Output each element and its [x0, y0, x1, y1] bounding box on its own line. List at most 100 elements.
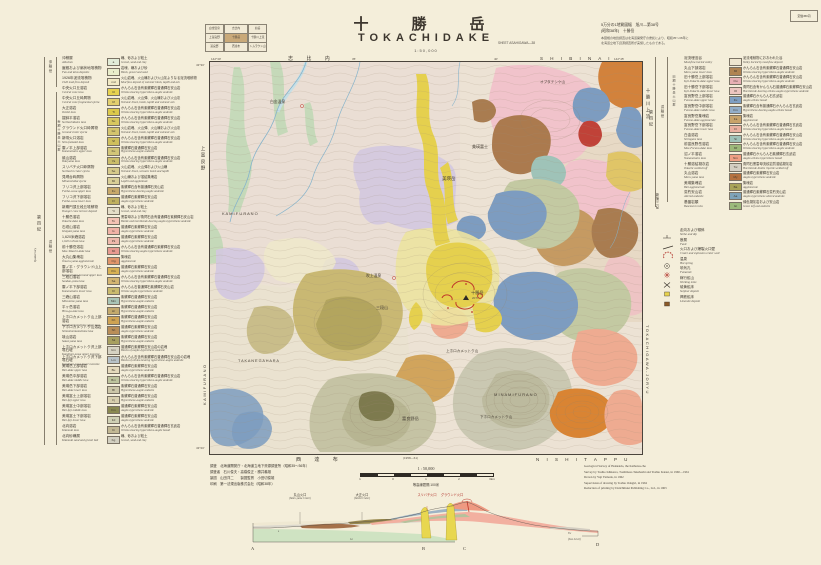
symbol-row: 褐鉄鉱床 Limonite deposit: [660, 295, 815, 306]
symbol-row: 硫黄鉱床 Sulphur deposit: [660, 285, 815, 297]
legend-color-chip: Mm: [107, 296, 120, 305]
legend-desc-jp: 紫蘇輝石普通輝石安山岩: [121, 394, 158, 399]
legend-unit-name: グラウンド火口砕屑物 Ground crater ejecta: [62, 126, 105, 135]
legend-color-chip: Fm: [729, 105, 742, 114]
right-group-older-volcano: 旧期十勝岳火山群: [672, 75, 676, 107]
legend-desc-jp: 普通輝石かんらん石玄武岩: [743, 94, 783, 99]
legend-desc-jp: 普通輝石紫蘇輝石安山岩: [121, 404, 158, 409]
legend-desc-jp: かんらん石含有紫蘇輝石普通輝石安山岩の岩塊: [121, 354, 191, 359]
legend-desc-en: Augite-hypersthene altered andesite: [743, 194, 785, 199]
edge-right-kanji-text: 十勝川上流: [646, 88, 651, 121]
legend-row: 焼山溶岩 Yakeyama lava Ya かんらん石含有紫蘇輝石普通輝石安山岩 Oli…: [62, 156, 200, 167]
legend-desc-jp: 普通輝石紫蘇輝石安山岩: [121, 264, 158, 269]
credits-en-line: Geological Survey of Hokkaido, the Kaiha…: [584, 464, 647, 468]
mine-icon: [662, 276, 672, 294]
legend-color-chip: Ba: [729, 182, 742, 191]
legend-desc-en: Olivine-bearing hypersthene-augite basal…: [121, 428, 171, 433]
legend-desc-en: Olivine augite-hypersthene andesite: [121, 288, 163, 293]
legend-desc-en: Augite-hypersthene andesite: [121, 408, 154, 413]
crater-label-jp: 大正火口: [355, 493, 369, 497]
credits-en-line: Survey by Toshio Ishikawa, Toshimasa Tak…: [584, 469, 690, 474]
legend-unit-name-en: Furiko-sawa upper lava: [62, 189, 91, 194]
coord-top-mid1: 35′: [352, 57, 356, 61]
legend-color-chip: Bl: [107, 386, 120, 395]
place-label: オプタテシケ山: [540, 80, 566, 84]
legend-unit-name: 雲ノ平・グラウンド山上部溶岩 Kumonotaira-Ground upper l…: [62, 264, 105, 278]
legend-unit-name-jp: 十勝溶結凝灰岩: [684, 161, 710, 166]
legend-desc-jp: かんらん石含有紫蘇輝石普通輝石玄武岩: [121, 424, 181, 429]
legend-desc-en: Valley buried by mud-flow deposit: [743, 59, 783, 64]
legend-unit-description: かんらん石含有紫蘇輝石普通輝石安山岩 Olivine-bearing hypers…: [743, 66, 821, 75]
edge-top-roman-text: S H I B I N A I: [540, 55, 613, 61]
left-group-younger-volcano: 新期十勝岳火山群: [57, 120, 61, 152]
legend-desc-en: Augite-hypersthene andesite: [121, 328, 154, 333]
legend-unit-name-en: Suribachidaira lava: [62, 119, 87, 124]
legend-unit-name: 北向砂礫層 Kitamuki sand and gravel bed: [62, 434, 105, 443]
symbol-labels: 硫黄鉱床 Sulphur deposit: [680, 285, 699, 293]
legend-desc-jp: 黒雲母および角閃石含有普通輝石紫蘇輝石安山岩: [121, 215, 194, 220]
legend-unit-name-jp: 美瑛富士上部溶岩: [62, 394, 91, 399]
legend-unit-name-jp: 前十勝岳溶岩: [62, 245, 84, 250]
notes-right-line2: (昭和38年) 十勝岳: [601, 29, 634, 34]
left-group-diluvium: 洪積世: [48, 240, 53, 253]
symbol-label-en: Sulphur deposit: [680, 289, 699, 293]
legend-unit-name-jp: 雲ノ平・グラウンド山上部溶岩: [62, 264, 102, 273]
edge-right-roman-text: TOKACHIGAWA-JORYU: [645, 325, 650, 395]
legend-desc-jp: かんらん石含有紫蘇輝石普通輝石安山岩: [121, 85, 181, 90]
legend-unit-name-jp: 丸山下部溶岩: [684, 65, 706, 70]
legend-color-chip: To: [107, 216, 120, 226]
legend-color-chip: Hr: [107, 306, 120, 315]
legend-desc-jp: 紫蘇輝石普通輝石安山岩: [121, 384, 158, 389]
left-group-quaternary-jp: 第四紀: [37, 215, 42, 233]
legend-unit-name-jp: 平ヶ岳溶岩: [62, 304, 80, 309]
legend-unit-name-jp: 中央火口丘溶岩: [62, 85, 88, 90]
legend-desc-jp: 泥流堆積物におおわれた谷: [743, 56, 783, 60]
geologic-map-svg: [210, 62, 642, 454]
legend-unit-description: 黒雲母および角閃石含有普通輝石紫蘇輝石安山岩 Biotite and hornbl…: [121, 215, 199, 224]
legend-row: 変朽安山岩 Altered andesite Aa 普通輝石紫蘇輝石変朽安山岩 Augi…: [684, 190, 818, 201]
legend-unit-name: 前十勝岳溶岩 Mae-Tokachi-dake lava: [62, 245, 105, 254]
left-era-bracket: [44, 57, 45, 445]
adjacent-sheet-index: 白金温泉 志比内 旭岳 上富良野 十勝岳 十勝川上流 富良野 西達布 トムラウシ山: [205, 24, 267, 52]
legend-desc-en: Volcanic block, bomb, lapilli and volcan…: [121, 129, 175, 134]
coord-lat-top: 43°30′: [196, 63, 204, 67]
legend-desc-en: Augite-hypersthene andesite: [121, 368, 154, 373]
left-group-quaternary-en-text: Quaternary: [33, 248, 37, 262]
section-crater-labels: 丸山火口 (Maru-yama Crater) 大正火口 (Taishô Crater…: [250, 492, 600, 512]
title-scale-note: 1:50,000: [290, 48, 562, 53]
scale-tick-labels: 1 0 1 2 3km: [359, 477, 500, 481]
section-leaders: [299, 512, 363, 524]
legend-unit-name-en: Shin-funkakô lava: [62, 139, 84, 144]
crater-label-en: (Taishô Crater): [353, 497, 371, 500]
legend-row: 中央火口丘砕屑物 Central cone fragmental ejecta Cf…: [62, 96, 200, 107]
index-cell: トムラウシ山: [248, 42, 267, 52]
endpoint-b-text: B: [422, 546, 426, 551]
legend-unit-name-jp: 北向溶岩: [62, 424, 77, 429]
legend-unit-name-en: Basement rocks: [684, 203, 703, 208]
legend-unit-name-jp: 上ホロカメットク沢上部堆石堤: [62, 344, 102, 353]
legend-unit-name-en: Suribachi crater ejecta: [62, 169, 90, 174]
legend-row: 1,620米峰溶岩 1,620 m Peak lava Pk 普通輝石紫蘇輝石安山岩 A…: [62, 235, 200, 246]
right-group-pleistocene: 洪積世: [660, 105, 665, 118]
credits-en: Geological Survey of Hokkaido, the Kaiha…: [584, 464, 804, 492]
legend-unit-name-jp: 北向砂礫層: [62, 434, 80, 439]
left-group-alluvium-jp: 沖積世: [48, 60, 52, 74]
symbol-row: 噴気孔 Fumarole: [660, 266, 815, 278]
legend-color-chip: Ol: [729, 86, 742, 95]
legend-unit-name-en: Sakai-yama lava: [62, 338, 83, 343]
legend-unit-name-jp: 見晴台砕屑物: [62, 175, 84, 180]
edge-bottom-roman-text: N I S H I T A P P U: [536, 456, 631, 462]
legend-row: 見晴台砕屑物 Miharashidai ejecta Mi 火山礫および溶結集塊岩 La…: [62, 175, 200, 186]
legend-unit-description: 火山岩塊、火山弾、火山礫および火山灰 Volcanic block, bomb, …: [121, 126, 199, 135]
legend-unit-name-en: Kitamuki lava: [62, 428, 79, 433]
endpoint-c-text: C: [463, 546, 467, 551]
place-label: 富良野岳: [402, 416, 419, 421]
sheet-note: SHEET ASAHIGAWA—38: [498, 41, 535, 45]
crater-icon: [662, 247, 674, 265]
legend-unit-name-en: 1926 mud flow deposit: [62, 79, 90, 84]
legend-row: 富良野岳集塊岩 Furano-dake agglomerate Fa 集塊岩 Agglo…: [684, 114, 818, 125]
endpoint-d-text: D: [596, 542, 600, 547]
legend-unit-description: 紫蘇輝石普通輝石安山岩 Hypersthene-augite andesite: [121, 384, 199, 393]
notes-right-1: 5万分の1地質図幅 旭川—第38号: [601, 23, 659, 27]
place-label: 下ホロカメットク山: [480, 415, 513, 419]
